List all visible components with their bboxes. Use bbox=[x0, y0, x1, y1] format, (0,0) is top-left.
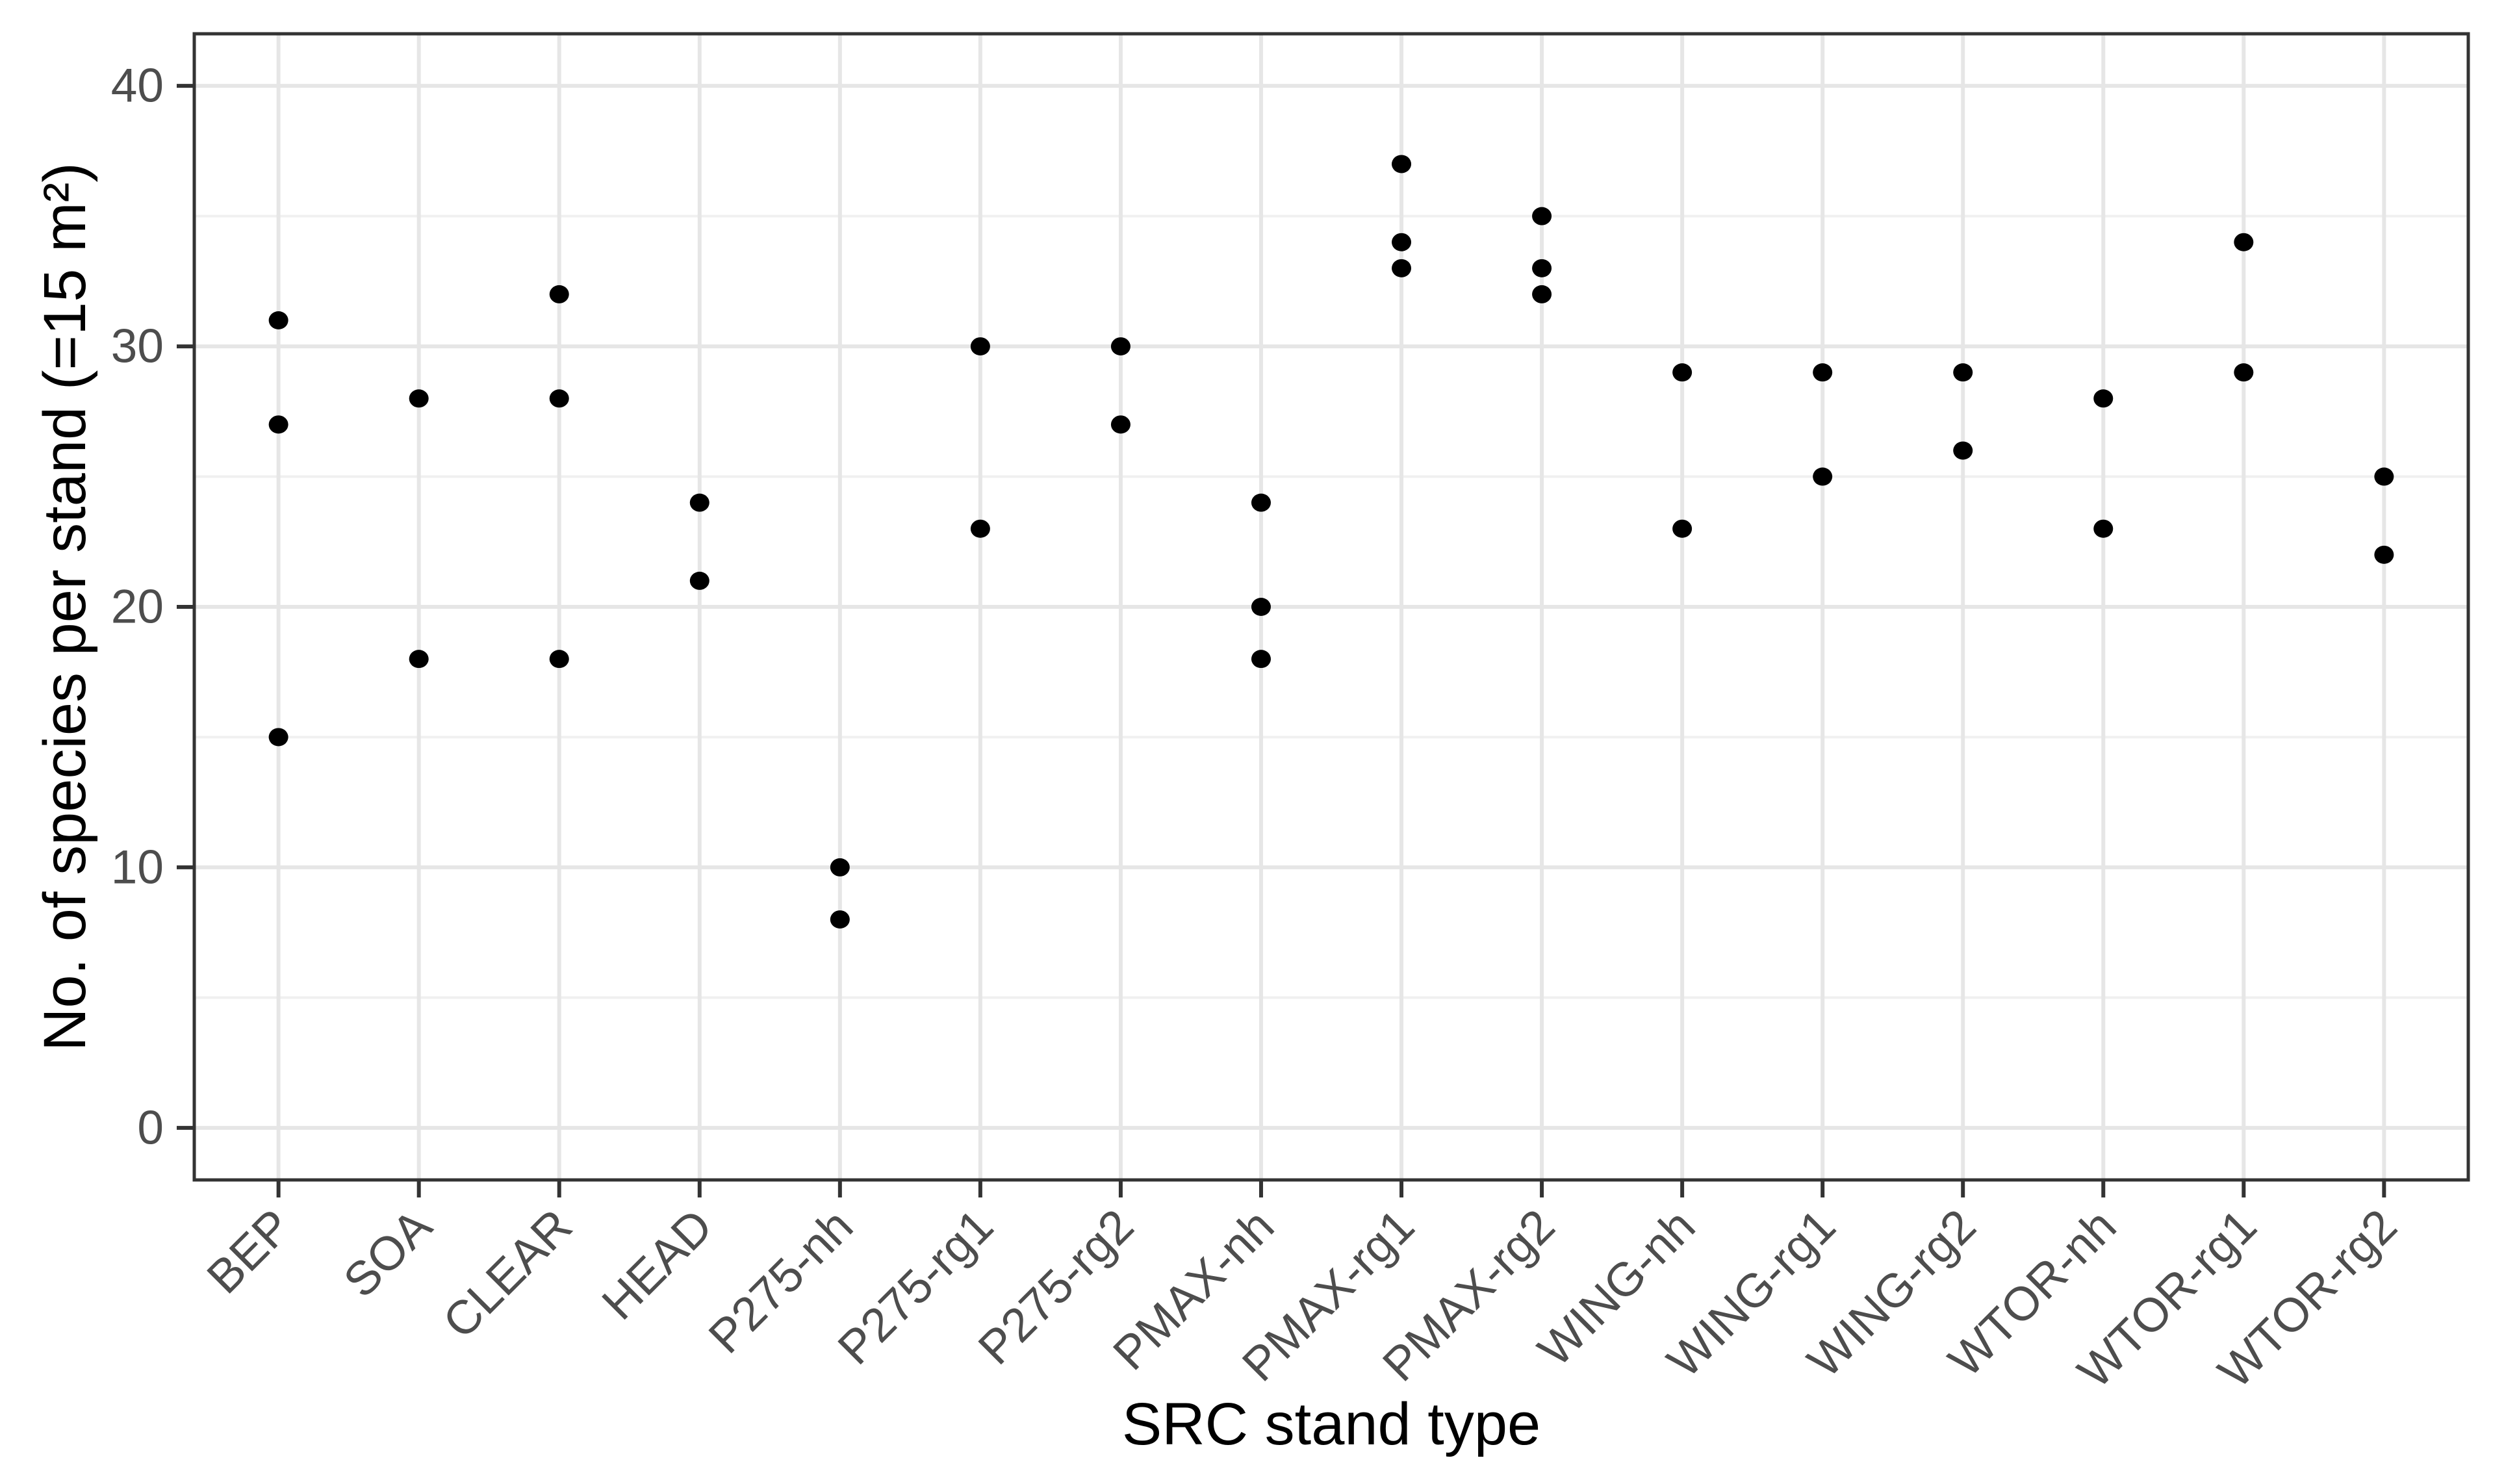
data-point bbox=[1392, 233, 1412, 251]
data-point bbox=[549, 650, 569, 669]
data-point bbox=[2374, 467, 2394, 486]
x-tick-label: BEP bbox=[197, 1199, 301, 1304]
data-point bbox=[409, 389, 429, 408]
data-point bbox=[268, 415, 288, 434]
data-point bbox=[1251, 598, 1271, 616]
data-point bbox=[1532, 207, 1552, 225]
data-point bbox=[549, 285, 569, 303]
data-point bbox=[1813, 363, 1833, 382]
data-point bbox=[2234, 233, 2254, 251]
data-point bbox=[1532, 285, 1552, 303]
y-tick-label: 30 bbox=[111, 320, 164, 373]
data-point bbox=[1672, 363, 1693, 382]
data-point bbox=[830, 910, 850, 929]
data-point bbox=[2093, 519, 2114, 538]
data-point bbox=[1813, 467, 1833, 486]
y-tick-label: 10 bbox=[111, 841, 164, 893]
data-point bbox=[2093, 389, 2114, 408]
data-point bbox=[1251, 650, 1271, 669]
data-point bbox=[970, 519, 990, 538]
data-point bbox=[268, 728, 288, 747]
data-point bbox=[1392, 155, 1412, 173]
data-point bbox=[970, 337, 990, 356]
data-point bbox=[689, 571, 709, 590]
data-point bbox=[1953, 441, 1973, 460]
data-point bbox=[2374, 545, 2394, 564]
x-axis-title: SRC stand type bbox=[1121, 1391, 1541, 1457]
y-axis-title: No. of species per stand (=15 m²) bbox=[32, 162, 98, 1051]
data-point bbox=[2234, 363, 2254, 382]
data-point bbox=[1392, 259, 1412, 277]
data-point bbox=[549, 389, 569, 408]
x-tick-label: SOA bbox=[334, 1199, 442, 1308]
data-point bbox=[1672, 519, 1693, 538]
data-point bbox=[689, 493, 709, 512]
y-tick-label: 0 bbox=[137, 1101, 164, 1154]
x-tick-label: P275-rg1 bbox=[828, 1199, 1004, 1375]
y-tick-label: 40 bbox=[111, 60, 164, 112]
data-point bbox=[1532, 259, 1552, 277]
data-point bbox=[268, 311, 288, 329]
data-point bbox=[409, 650, 429, 669]
x-tick-label: HEAD bbox=[592, 1199, 722, 1330]
data-point bbox=[1110, 415, 1131, 434]
data-point bbox=[1251, 493, 1271, 512]
x-tick-label: CLEAR bbox=[433, 1199, 582, 1348]
data-point bbox=[1953, 363, 1973, 382]
data-point bbox=[1110, 337, 1131, 356]
data-point bbox=[830, 858, 850, 876]
y-tick-label: 20 bbox=[111, 581, 164, 633]
